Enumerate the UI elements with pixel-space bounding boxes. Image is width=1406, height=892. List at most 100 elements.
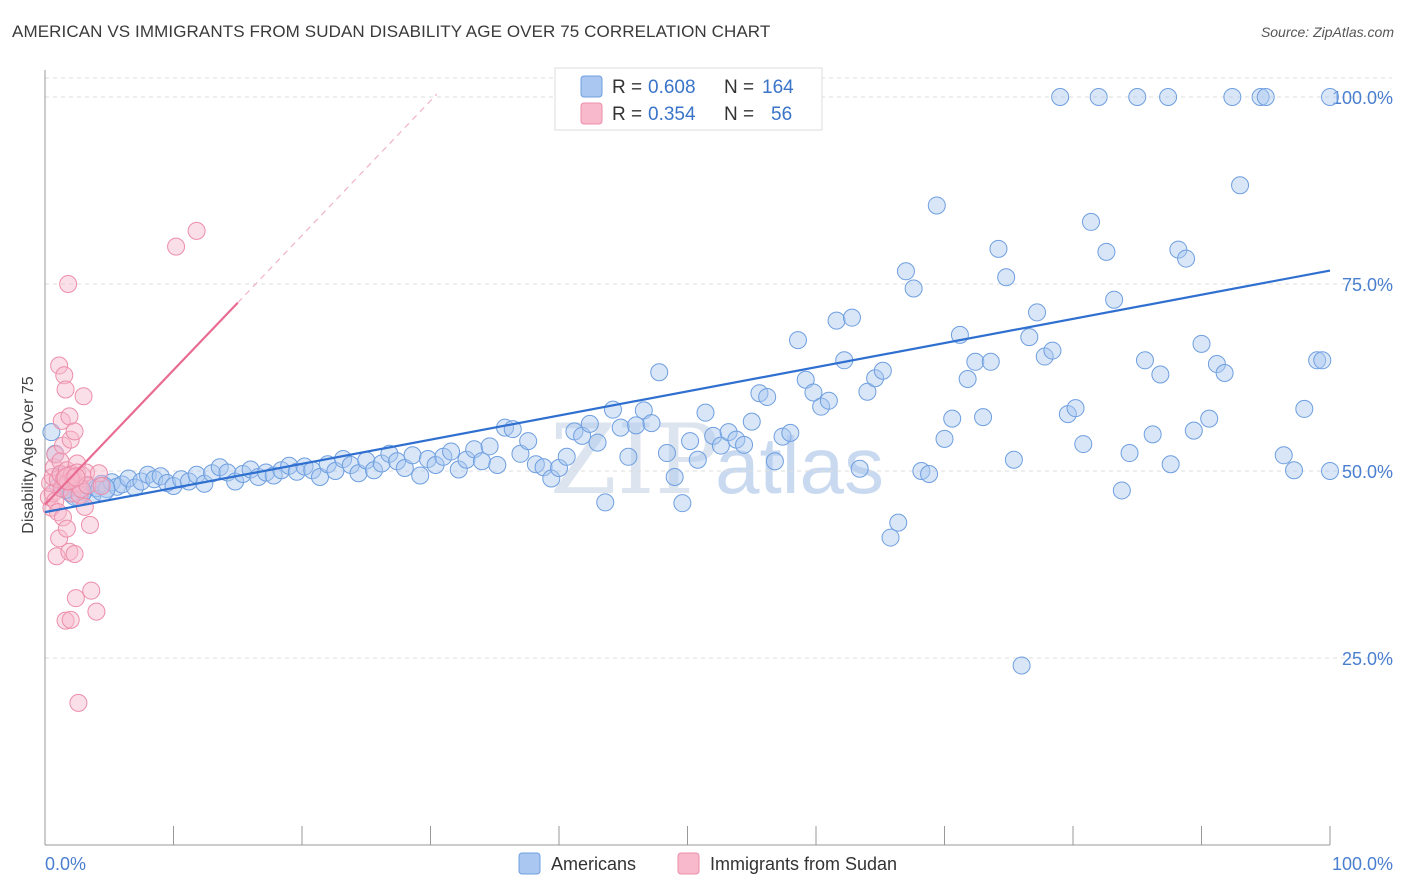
americans-point-21 (138, 465, 157, 484)
americans-point-120 (896, 262, 915, 281)
americans-point-52 (372, 454, 391, 473)
americans-point-125 (935, 429, 954, 448)
americans-point-61 (442, 442, 461, 461)
americans-point-94 (696, 403, 715, 422)
americans-point-129 (966, 352, 985, 371)
americans-point-110 (819, 391, 838, 410)
americans-point-115 (858, 382, 877, 401)
x-tick-label-min: 0.0% (45, 854, 86, 874)
americans-point-23 (151, 467, 170, 486)
legend-r-label-americans: R = (612, 77, 642, 98)
americans-point-157 (1177, 249, 1196, 268)
legend-swatch-americans (580, 75, 603, 98)
americans-point-88 (650, 363, 669, 382)
americans-point-165 (1251, 88, 1270, 106)
americans-point-91 (673, 494, 692, 513)
americans-point-63 (457, 450, 476, 469)
americans-point-163 (1223, 88, 1242, 106)
americans-point-148 (1112, 481, 1131, 500)
americans-point-90 (665, 467, 684, 486)
americans-point-131 (981, 352, 1000, 371)
sudan-point-42 (70, 485, 89, 504)
sudan-point-22 (56, 380, 75, 399)
americans-point-53 (380, 444, 399, 463)
legend: R = 0.608 N = 164 R = 0.354 N = 56 (554, 67, 823, 131)
americans-point-51 (364, 461, 383, 480)
americans-point-111 (827, 311, 846, 330)
sudan-point-50 (82, 581, 101, 600)
americans-point-171 (1313, 351, 1332, 370)
americans-point-121 (904, 279, 923, 298)
americans-point-57 (411, 466, 430, 485)
bottom-legend-swatch-americans (518, 852, 541, 875)
series-americans-points (42, 88, 1339, 675)
americans-point-128 (958, 369, 977, 388)
americans-point-149 (1120, 444, 1139, 463)
americans-point-105 (781, 423, 800, 442)
americans-point-108 (804, 383, 823, 402)
legend-swatch-sudan (580, 102, 603, 125)
americans-point-118 (881, 528, 900, 547)
americans-point-96 (711, 436, 730, 455)
sudan-point-28 (60, 407, 79, 426)
gridlines (45, 77, 1392, 659)
americans-point-142 (1066, 399, 1085, 418)
sudan-point-29 (61, 430, 80, 449)
sudan-point-24 (57, 519, 76, 538)
watermark-zip: ZIP (550, 404, 719, 516)
americans-point-133 (997, 268, 1016, 287)
americans-point-87 (642, 414, 661, 433)
sudan-point-40 (69, 693, 88, 712)
americans-point-114 (850, 459, 869, 478)
americans-point-139 (1043, 341, 1062, 360)
americans-point-136 (1020, 328, 1039, 347)
americans-point-117 (873, 361, 892, 380)
americans-point-145 (1089, 88, 1108, 106)
americans-point-62 (449, 460, 468, 479)
americans-point-54 (388, 452, 407, 471)
y-tick-label-1: 50.0% (1342, 462, 1393, 482)
americans-point-97 (719, 423, 738, 442)
sudan-cluster-point-1 (66, 467, 86, 487)
americans-point-119 (889, 513, 908, 532)
americans-point-124 (927, 196, 946, 215)
americans-point-0 (42, 423, 61, 442)
y-tick-label-2: 75.0% (1342, 275, 1393, 295)
sudan-point-30 (61, 610, 80, 629)
trendline-sudan (44, 301, 239, 506)
americans-point-76 (557, 447, 576, 466)
americans-point-74 (542, 469, 561, 488)
americans-point-147 (1105, 290, 1124, 309)
americans-point-153 (1151, 365, 1170, 384)
americans-point-172 (1321, 88, 1339, 106)
sudan-point-35 (65, 422, 84, 441)
y-axis-label: Disability Age Over 75 (20, 376, 37, 534)
americans-point-156 (1169, 240, 1188, 259)
americans-point-154 (1159, 88, 1178, 106)
americans-point-93 (688, 450, 707, 469)
source-label: Source: ZipAtlas.com (1260, 24, 1394, 40)
bottom-legend-americans: Americans (551, 854, 636, 874)
americans-point-99 (735, 435, 754, 454)
americans-point-56 (403, 446, 422, 465)
americans-point-66 (480, 437, 499, 456)
americans-point-79 (580, 414, 599, 433)
legend-n-value-sudan: 56 (771, 104, 792, 125)
americans-point-65 (472, 452, 491, 471)
y-axis-tick-labels: 25.0% 50.0% 75.0% 100.0% (1332, 88, 1393, 669)
americans-point-103 (765, 452, 784, 471)
americans-point-100 (742, 412, 761, 431)
americans-point-158 (1184, 421, 1203, 440)
legend-n-label-americans: N = (724, 77, 754, 98)
americans-point-113 (842, 308, 861, 327)
sudan-point-12 (50, 529, 69, 548)
americans-point-84 (619, 447, 638, 466)
americans-point-132 (989, 239, 1008, 258)
americans-point-150 (1128, 88, 1147, 106)
sudan-point-36 (66, 589, 85, 608)
y-tick-label-0: 25.0% (1342, 649, 1393, 669)
americans-point-170 (1308, 351, 1327, 370)
sudan-point-55 (187, 221, 206, 240)
americans-point-161 (1207, 355, 1226, 374)
sudan-point-45 (74, 387, 93, 406)
